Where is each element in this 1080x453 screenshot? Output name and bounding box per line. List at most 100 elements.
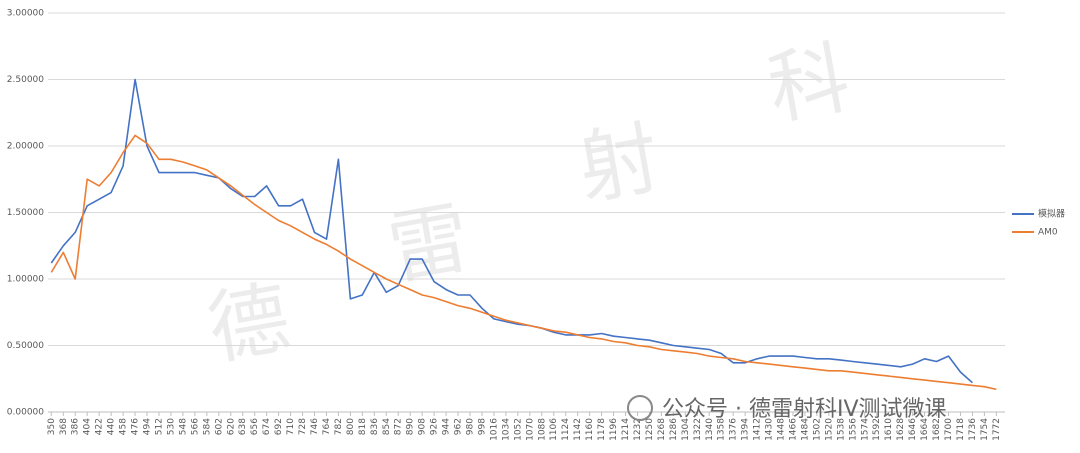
- x-tick-label: 1394: [741, 418, 751, 441]
- wechat-icon: [627, 395, 653, 421]
- x-tick-label: 1772: [992, 418, 1002, 441]
- y-tick-label: 0.50000: [7, 341, 44, 351]
- x-tick-label: 1700: [944, 418, 954, 441]
- x-tick-label: 512: [154, 418, 164, 435]
- x-tick-label: 1232: [633, 418, 643, 441]
- x-tick-label: 1754: [980, 418, 990, 441]
- x-tick-label: 404: [83, 418, 93, 435]
- x-tick-label: 1682: [932, 418, 942, 441]
- watermark-account: 公众号 · 德雷射科IV测试微课: [662, 397, 947, 422]
- x-tick-label: 944: [442, 418, 452, 435]
- x-tick-label: 746: [310, 418, 320, 435]
- y-tick-label: 1.50000: [7, 208, 44, 218]
- x-tick-label: 1736: [968, 418, 978, 441]
- x-tick-label: 1520: [824, 418, 834, 441]
- watermark-char: 科: [761, 31, 856, 136]
- x-tick-label: 692: [274, 418, 284, 435]
- x-tick-label: 1160: [585, 418, 595, 441]
- x-tick-label: 1250: [645, 418, 655, 441]
- x-tick-label: 1106: [549, 418, 559, 441]
- x-tick-label: 1178: [597, 418, 607, 441]
- x-tick-label: 980: [466, 418, 476, 435]
- grid: [48, 12, 1005, 413]
- y-tick-label: 2.00000: [7, 142, 44, 152]
- x-tick-label: 1538: [836, 418, 846, 441]
- x-tick-label: 1412: [753, 418, 763, 441]
- x-tick-label: 1196: [609, 418, 619, 441]
- x-tick-label: 1664: [920, 418, 930, 441]
- x-tick-label: 548: [178, 418, 188, 435]
- x-tick-label: 872: [394, 418, 404, 435]
- x-tick-label: 1052: [513, 418, 523, 441]
- x-tick-label: 350: [47, 418, 57, 435]
- x-tick-label: 728: [298, 418, 308, 435]
- watermark-char: 德: [201, 271, 296, 376]
- x-tick-label: 620: [226, 418, 236, 435]
- x-tick-label: 1466: [788, 418, 798, 441]
- x-tick-label: 494: [143, 418, 153, 435]
- legend-label: 模拟器: [1038, 208, 1065, 220]
- x-tick-label: 1718: [956, 418, 966, 441]
- x-tick-label: 1484: [800, 418, 810, 441]
- x-tick-label: 800: [346, 418, 356, 435]
- x-tick-label: 1268: [657, 418, 667, 441]
- x-tick-label: 962: [454, 418, 464, 435]
- x-tick-label: 1628: [896, 418, 906, 441]
- y-tick-label: 3.00000: [7, 9, 44, 19]
- x-tick-label: 818: [358, 418, 368, 435]
- x-tick-label: 458: [119, 418, 129, 435]
- x-tick-label: 1430: [765, 418, 775, 441]
- y-tick-label: 2.50000: [7, 75, 44, 85]
- series-line: [50, 134, 997, 391]
- x-tick-label: 476: [131, 418, 141, 435]
- x-tick-label: 1556: [848, 418, 858, 441]
- x-tick-label: 1448: [777, 418, 787, 441]
- x-tick-label: 422: [95, 418, 105, 435]
- x-tick-label: 1646: [908, 418, 918, 441]
- x-tick-label: 1034: [501, 418, 511, 441]
- x-tick-label: 1214: [621, 418, 631, 441]
- axes: 0.00000 0.50000 1.00000 1.50000 2.00000 2.500…: [7, 9, 1065, 441]
- x-tick-label: 656: [250, 418, 260, 435]
- x-tick-label: 782: [334, 418, 344, 435]
- x-tick-label: 386: [71, 418, 81, 435]
- x-tick-label: 1322: [693, 418, 703, 441]
- x-tick-label: 764: [322, 418, 332, 435]
- series-line: [50, 78, 973, 384]
- y-tick-label: 1.00000: [7, 275, 44, 285]
- x-tick-label: 890: [406, 418, 416, 435]
- x-tick-label: 566: [190, 418, 200, 435]
- x-tick-label: 530: [166, 418, 176, 435]
- x-tick-label: 1124: [561, 418, 571, 441]
- x-tick-label: 710: [286, 418, 296, 435]
- x-tick-label: 638: [238, 418, 248, 435]
- x-tick-label: 602: [214, 418, 224, 435]
- x-tick-label: 584: [202, 418, 212, 435]
- x-tick-label: 1340: [705, 418, 715, 441]
- x-tick-label: 1286: [669, 418, 679, 441]
- x-tick-label: 836: [370, 418, 380, 435]
- x-tick-label: 1592: [872, 418, 882, 441]
- x-tick-label: 368: [59, 418, 69, 435]
- watermark: 德雷射科: [201, 31, 856, 376]
- x-tick-label: 1070: [525, 418, 535, 441]
- x-tick-label: 1142: [573, 418, 583, 441]
- y-tick-label: 0.00000: [7, 408, 44, 418]
- legend-label: AM0: [1038, 228, 1058, 238]
- x-tick-label: 1358: [717, 418, 727, 441]
- watermark-char: 射: [571, 111, 666, 216]
- x-tick-label: 674: [262, 418, 272, 435]
- x-tick-label: 998: [477, 418, 487, 435]
- lines: [50, 78, 997, 391]
- watermark-char: 雷: [381, 191, 476, 296]
- x-tick-label: 1016: [489, 418, 499, 441]
- x-tick-label: 908: [418, 418, 428, 435]
- x-tick-label: 1610: [884, 418, 894, 441]
- x-tick-label: 1502: [812, 418, 822, 441]
- x-tick-label: 1088: [537, 418, 547, 441]
- x-tick-label: 1304: [681, 418, 691, 441]
- x-tick-label: 926: [430, 418, 440, 435]
- x-tick-label: 440: [107, 418, 117, 435]
- x-tick-label: 1376: [729, 418, 739, 441]
